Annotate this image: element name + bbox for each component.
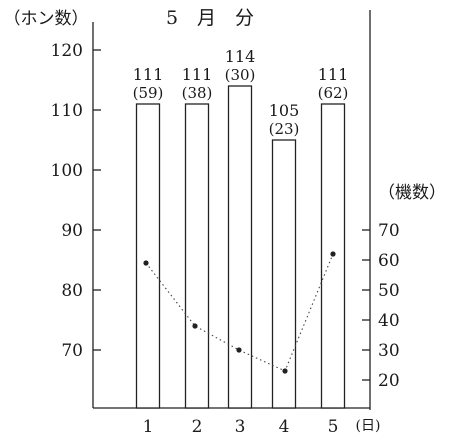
count-label: (62) (318, 84, 349, 102)
x-tick-label: 3 (235, 417, 246, 437)
bar-value-label: 111 (182, 65, 213, 84)
bar-value-label: 105 (269, 101, 300, 120)
right-tick-label: 20 (378, 371, 400, 391)
bar (227, 85, 253, 409)
x-tick-label: 1 (143, 417, 154, 437)
count-point (330, 251, 336, 257)
x-tick-label: 2 (192, 417, 203, 437)
bar-value-label: 111 (133, 65, 164, 84)
left-axis-label: （ホン数） (4, 9, 89, 29)
bar-value-label: 111 (318, 65, 349, 84)
left-tick-label: 90 (61, 221, 83, 241)
left-tick-label: 120 (51, 41, 83, 61)
left-tick-label: 100 (51, 161, 83, 181)
count-label: (23) (269, 120, 300, 138)
x-tick-label: 5 (328, 417, 339, 437)
count-point (143, 260, 149, 266)
right-tick-label: 70 (378, 221, 400, 241)
chart-title: 5 月 分 (166, 7, 254, 29)
bar-value-label: 114 (225, 47, 256, 66)
count-point (236, 347, 242, 353)
right-axis-label: （機数） (378, 183, 446, 203)
right-tick-label: 60 (378, 251, 400, 271)
count-point (192, 323, 198, 329)
left-tick-label: 80 (61, 281, 83, 301)
x-unit-label: (日) (356, 418, 381, 434)
left-tick-label: 70 (61, 341, 83, 361)
right-tick-label: 40 (378, 311, 400, 331)
count-label: (38) (182, 84, 213, 102)
count-label: (30) (225, 66, 256, 84)
bar (184, 103, 210, 409)
count-point (282, 368, 288, 374)
x-tick-label: 4 (279, 417, 290, 437)
bar (271, 139, 297, 409)
right-tick-label: 30 (378, 341, 400, 361)
left-tick-label: 110 (51, 101, 83, 121)
right-tick-label: 50 (378, 281, 400, 301)
count-label: (59) (133, 84, 164, 102)
bar (135, 103, 161, 409)
